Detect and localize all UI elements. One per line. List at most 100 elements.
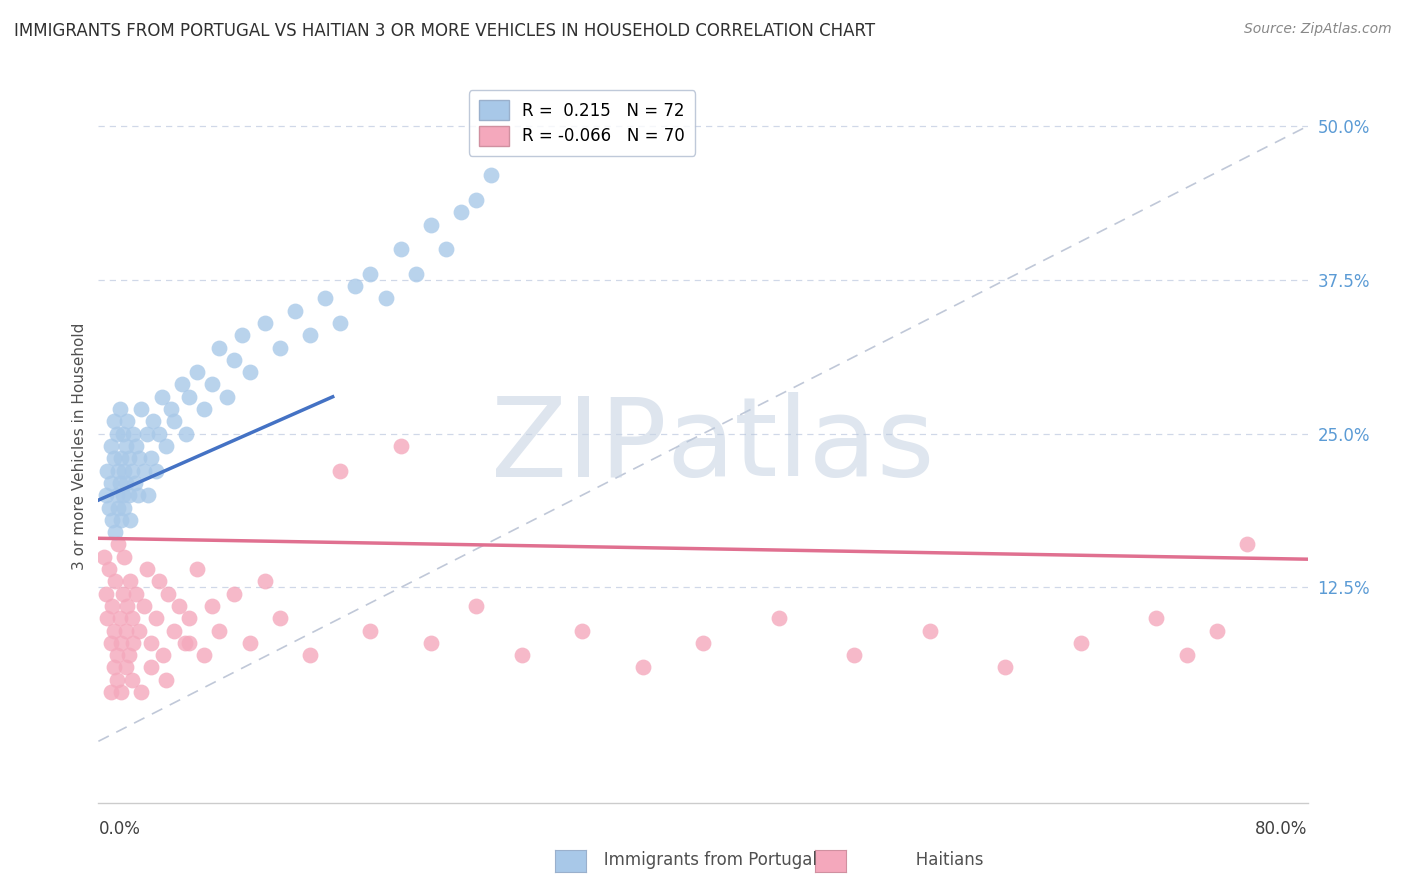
Point — [145, 611, 167, 625]
Point — [115, 599, 138, 613]
Point — [94, 488, 117, 502]
Point — [631, 660, 654, 674]
Point — [918, 624, 941, 638]
Point — [344, 279, 367, 293]
Point — [160, 402, 183, 417]
Point — [128, 624, 150, 638]
Point — [94, 587, 117, 601]
Point — [121, 611, 143, 625]
Point — [405, 267, 427, 281]
Point — [110, 685, 132, 699]
Point — [179, 611, 201, 625]
Point — [108, 475, 131, 490]
Point — [135, 562, 157, 576]
Point — [284, 303, 307, 318]
Point — [107, 537, 129, 551]
Point — [108, 611, 131, 625]
Point — [186, 562, 208, 576]
Point — [122, 426, 145, 441]
Point — [174, 426, 197, 441]
Point — [112, 464, 135, 478]
Point — [450, 205, 472, 219]
Legend: R =  0.215   N = 72, R = -0.066   N = 70: R = 0.215 N = 72, R = -0.066 N = 70 — [470, 90, 695, 155]
Point — [193, 402, 215, 417]
Point — [114, 475, 136, 490]
Point — [114, 439, 136, 453]
Point — [93, 549, 115, 564]
Point — [173, 636, 195, 650]
Point — [299, 328, 322, 343]
Point — [156, 587, 179, 601]
Point — [100, 636, 122, 650]
Point — [389, 242, 412, 256]
Point — [111, 587, 134, 601]
Point — [132, 599, 155, 613]
Text: 80.0%: 80.0% — [1256, 820, 1308, 838]
Point — [111, 488, 134, 502]
Point — [481, 169, 503, 183]
Point — [107, 464, 129, 478]
Point — [208, 341, 231, 355]
Point — [98, 562, 121, 576]
Point — [110, 636, 132, 650]
Point — [208, 624, 231, 638]
Point — [571, 624, 593, 638]
Point — [127, 488, 149, 502]
Point — [155, 673, 177, 687]
Point — [118, 488, 141, 502]
Point — [239, 636, 262, 650]
Text: Immigrants from Portugal: Immigrants from Portugal — [589, 851, 817, 869]
Point — [103, 414, 125, 428]
Point — [215, 390, 238, 404]
Text: Source: ZipAtlas.com: Source: ZipAtlas.com — [1244, 22, 1392, 37]
Point — [510, 648, 533, 662]
Point — [129, 685, 152, 699]
Point — [155, 439, 177, 453]
Point — [360, 267, 382, 281]
Point — [150, 390, 173, 404]
Point — [186, 365, 208, 379]
Point — [389, 439, 412, 453]
Point — [105, 426, 128, 441]
Point — [152, 648, 174, 662]
Point — [844, 648, 866, 662]
Point — [96, 464, 118, 478]
Point — [253, 574, 276, 589]
Point — [994, 660, 1017, 674]
Point — [141, 636, 163, 650]
Point — [193, 648, 215, 662]
Point — [360, 624, 382, 638]
Point — [329, 464, 352, 478]
Point — [96, 611, 118, 625]
Point — [128, 451, 150, 466]
Point — [120, 574, 142, 589]
Point — [148, 574, 170, 589]
Point — [122, 636, 145, 650]
Point — [163, 624, 186, 638]
Point — [768, 611, 790, 625]
Point — [142, 414, 165, 428]
Point — [1236, 537, 1258, 551]
Point — [179, 390, 201, 404]
Text: Haitians: Haitians — [900, 851, 984, 869]
Point — [115, 414, 138, 428]
Point — [135, 426, 157, 441]
Point — [114, 624, 136, 638]
Point — [125, 587, 148, 601]
Point — [465, 599, 488, 613]
Point — [239, 365, 262, 379]
Point — [141, 451, 163, 466]
Point — [104, 525, 127, 540]
Y-axis label: 3 or more Vehicles in Household: 3 or more Vehicles in Household — [72, 322, 87, 570]
Point — [100, 439, 122, 453]
Point — [374, 291, 396, 305]
Point — [1206, 624, 1229, 638]
Point — [269, 341, 291, 355]
Point — [111, 426, 134, 441]
Point — [1175, 648, 1198, 662]
Point — [107, 500, 129, 515]
Point — [170, 377, 193, 392]
Point — [1144, 611, 1167, 625]
Point — [121, 464, 143, 478]
Text: ZIP: ZIP — [491, 392, 666, 500]
